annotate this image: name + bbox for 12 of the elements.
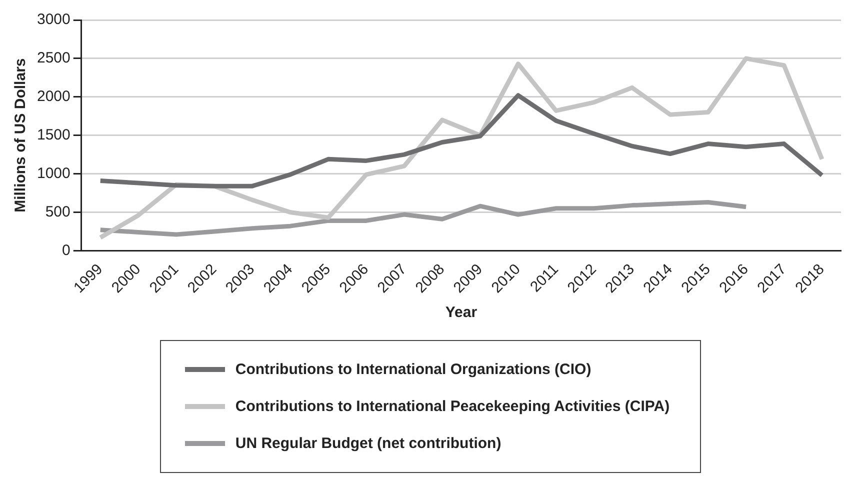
y-tick-label: 500 [45, 203, 70, 220]
legend-label: Contributions to International Organizations (CIO) [235, 361, 592, 378]
y-tick-label: 1500 [36, 126, 70, 144]
y-tick-label: 0 [62, 242, 70, 259]
y-tick-label: 1000 [36, 164, 70, 182]
legend-label: Contributions to International Peacekeeping Activities (CIPA) [235, 398, 670, 415]
x-axis-title: Year [445, 304, 478, 322]
legend-label: UN Regular Budget (net contribution) [235, 435, 502, 452]
y-axis-title: Millions of US Dollars [12, 58, 30, 212]
y-tick-label: 2000 [36, 88, 70, 106]
y-tick-label: 2500 [36, 50, 70, 67]
y-tick-label: 3000 [36, 11, 70, 28]
